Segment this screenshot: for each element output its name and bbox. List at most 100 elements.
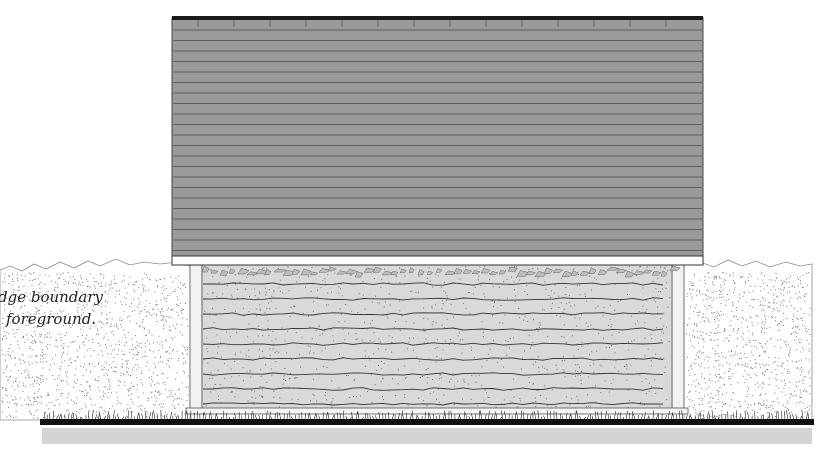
hedge-speck xyxy=(156,315,158,316)
wall-speck xyxy=(576,325,578,327)
wall-speck xyxy=(480,285,482,287)
hedge-speck xyxy=(81,309,83,311)
hedge-speck xyxy=(126,367,128,369)
hedge-speck xyxy=(116,325,117,327)
hedge-speck xyxy=(22,354,24,356)
hedge-speck xyxy=(707,272,709,274)
hedge-speck xyxy=(14,357,16,359)
wall-speck xyxy=(217,395,219,397)
wall-speck xyxy=(617,272,618,274)
hedge-left xyxy=(0,258,191,421)
hedge-speck xyxy=(106,318,108,320)
wall-speck xyxy=(384,268,386,270)
wall-speck xyxy=(535,406,537,408)
hedge-speck xyxy=(183,347,185,349)
hedge-speck xyxy=(25,403,27,405)
hedge-speck xyxy=(173,290,175,292)
hedge-speck xyxy=(726,362,728,364)
hedge-speck xyxy=(762,304,764,306)
hedge-speck xyxy=(13,306,15,308)
hedge-speck xyxy=(43,323,45,325)
grass-blade xyxy=(616,412,619,421)
hedge-speck xyxy=(121,304,123,305)
rubble-stone xyxy=(507,266,519,272)
hedge-speck xyxy=(692,335,694,337)
wall-speck xyxy=(644,322,646,324)
hedge-speck xyxy=(42,355,44,357)
wall-speck xyxy=(260,375,262,377)
wall-speck xyxy=(373,278,375,279)
hedge-speck xyxy=(689,374,691,376)
wall-speck xyxy=(332,335,334,337)
wall-speck xyxy=(368,356,370,358)
hedge-speck xyxy=(161,315,163,317)
wall-speck xyxy=(577,364,579,365)
hedge-speck xyxy=(686,356,688,358)
wall-speck xyxy=(655,387,657,389)
wall-speck xyxy=(344,339,346,341)
hedge-speck xyxy=(714,319,715,320)
wall-speck xyxy=(437,275,439,277)
grass-blade xyxy=(378,412,381,421)
hedge-speck xyxy=(693,335,695,337)
grass-blade xyxy=(504,410,507,421)
hedge-speck xyxy=(801,359,803,361)
hedge-speck xyxy=(43,328,45,330)
hedge-speck xyxy=(752,334,754,336)
hedge-speck xyxy=(87,285,89,287)
wall-speck xyxy=(551,389,553,391)
hedge-speck xyxy=(136,354,138,355)
hedge-speck xyxy=(174,336,176,338)
hedge-speck xyxy=(693,311,695,313)
hedge-speck xyxy=(17,386,19,388)
hedge-speck xyxy=(704,305,706,307)
hedge-speck xyxy=(698,384,700,386)
wall-speck xyxy=(478,374,480,376)
wall-speck xyxy=(331,406,333,408)
hedge-speck xyxy=(9,322,11,324)
wall-speck xyxy=(338,286,340,288)
hedge-speck xyxy=(743,292,745,294)
hedge-speck xyxy=(798,360,800,362)
hedge-speck xyxy=(740,357,742,359)
hedge-speck xyxy=(23,369,25,371)
wall-speck xyxy=(550,290,552,292)
wall-speck xyxy=(453,404,455,406)
grass-blade xyxy=(600,411,603,421)
grass-blade xyxy=(343,410,345,421)
hedge-speck xyxy=(10,370,12,372)
wall-speck xyxy=(210,270,212,272)
hedge-speck xyxy=(124,334,126,336)
hedge-speck xyxy=(694,307,696,309)
hedge-speck xyxy=(142,319,144,321)
hedge-speck xyxy=(716,315,718,317)
hedge-speck xyxy=(156,397,158,399)
wall-speck xyxy=(528,335,530,337)
hedge-speck xyxy=(767,407,769,409)
hedge-speck xyxy=(121,366,123,367)
hedge-speck xyxy=(700,335,702,336)
wall-speck xyxy=(498,286,500,288)
hedge-speck xyxy=(38,396,40,398)
wall-speck xyxy=(545,288,547,290)
wall-speck xyxy=(375,295,376,297)
hedge-speck xyxy=(127,374,129,376)
hedge-speck xyxy=(151,375,153,377)
hedge-speck xyxy=(700,410,702,412)
wall-speck xyxy=(302,313,304,314)
wall-speck xyxy=(550,308,552,309)
hedge-speck xyxy=(32,336,33,338)
wall-speck xyxy=(539,324,541,326)
wall-speck xyxy=(658,291,660,293)
wall-speck xyxy=(231,376,233,378)
grass-blade xyxy=(775,411,778,421)
wall-speck xyxy=(591,351,593,353)
hedge-speck xyxy=(694,323,696,325)
hedge-speck xyxy=(21,404,23,406)
hedge-speck xyxy=(716,376,717,378)
wall-speck xyxy=(282,383,284,385)
hedge-speck xyxy=(40,295,42,297)
hedge-speck xyxy=(724,383,725,385)
hedge-speck xyxy=(70,326,72,328)
hedge-speck xyxy=(729,325,731,326)
